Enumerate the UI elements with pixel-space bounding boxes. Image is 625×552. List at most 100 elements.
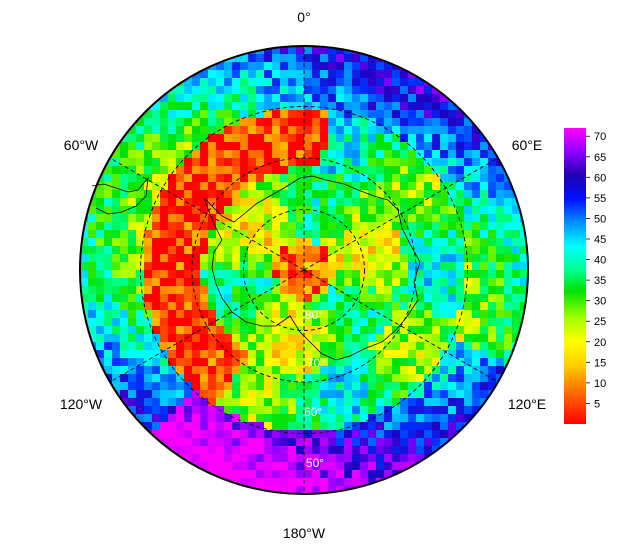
field-cell (400, 334, 409, 343)
field-cell (176, 102, 185, 111)
field-cell (208, 358, 217, 367)
field-cell (152, 398, 161, 407)
field-cell (208, 374, 217, 383)
field-cell (368, 86, 377, 95)
field-cell (328, 86, 337, 95)
field-cell (400, 462, 409, 471)
field-cell (416, 78, 425, 87)
field-cell (224, 366, 233, 375)
field-cell (120, 342, 129, 351)
field-cell (160, 142, 169, 151)
field-cell (368, 406, 377, 415)
field-cell (392, 446, 401, 455)
field-cell (512, 198, 521, 207)
field-cell (376, 350, 385, 359)
field-cell (256, 358, 265, 367)
field-cell (488, 150, 497, 159)
field-cell (360, 350, 369, 359)
field-cell (376, 446, 385, 455)
field-cell (104, 198, 113, 207)
field-cell (336, 454, 345, 463)
field-cell (384, 302, 393, 311)
field-cell (216, 230, 225, 239)
field-cell (256, 286, 265, 295)
field-cell (352, 158, 361, 167)
field-cell (296, 382, 305, 391)
field-cell (376, 390, 385, 399)
field-cell (488, 238, 497, 247)
field-cell (312, 142, 321, 151)
field-cell (216, 246, 225, 255)
field-cell (320, 94, 329, 103)
field-cell (176, 174, 185, 183)
field-cell (336, 118, 345, 127)
field-cell (432, 286, 441, 295)
field-cell (320, 78, 329, 87)
field-cell (384, 366, 393, 375)
field-cell (328, 294, 337, 303)
field-cell (320, 270, 329, 279)
field-cell (152, 350, 161, 359)
field-cell (376, 462, 385, 471)
field-cell (192, 222, 201, 231)
field-cell (184, 446, 193, 455)
field-cell (312, 206, 321, 215)
field-cell (264, 150, 273, 159)
field-cell (384, 294, 393, 303)
field-cell (440, 390, 449, 399)
field-cell (456, 182, 465, 191)
field-cell (240, 326, 249, 335)
field-cell (264, 174, 273, 183)
field-cell (160, 398, 169, 407)
field-cell (152, 262, 161, 271)
field-cell (256, 302, 265, 311)
field-cell (384, 190, 393, 199)
field-cell (264, 46, 273, 55)
field-cell (184, 398, 193, 407)
field-cell (400, 222, 409, 231)
field-cell (368, 230, 377, 239)
field-cell (408, 166, 417, 175)
field-cell (456, 406, 465, 415)
field-cell (304, 222, 313, 231)
field-cell (320, 118, 329, 127)
field-cell (200, 430, 209, 439)
field-cell (88, 230, 97, 239)
field-cell (496, 278, 505, 287)
field-cell (480, 214, 489, 223)
field-cell (448, 118, 457, 127)
field-cell (232, 246, 241, 255)
field-cell (200, 398, 209, 407)
field-cell (264, 278, 273, 287)
field-cell (296, 198, 305, 207)
field-cell (392, 134, 401, 143)
field-cell (480, 270, 489, 279)
field-cell (320, 278, 329, 287)
field-cell (104, 278, 113, 287)
field-cell (264, 206, 273, 215)
field-cell (376, 430, 385, 439)
field-cell (272, 238, 281, 247)
field-cell (184, 126, 193, 135)
field-cell (472, 334, 481, 343)
field-cell (160, 110, 169, 119)
field-cell (240, 358, 249, 367)
field-cell (280, 126, 289, 135)
field-cell (120, 294, 129, 303)
field-cell (424, 142, 433, 151)
field-cell (176, 214, 185, 223)
field-cell (192, 454, 201, 463)
field-cell (184, 358, 193, 367)
field-cell (392, 182, 401, 191)
field-cell (480, 166, 489, 175)
field-cell (272, 334, 281, 343)
field-cell (416, 382, 425, 391)
field-cell (344, 382, 353, 391)
field-cell (248, 278, 257, 287)
field-cell (328, 334, 337, 343)
field-cell (472, 214, 481, 223)
field-cell (224, 126, 233, 135)
field-cell (448, 342, 457, 351)
field-cell (112, 214, 121, 223)
field-cell (320, 166, 329, 175)
